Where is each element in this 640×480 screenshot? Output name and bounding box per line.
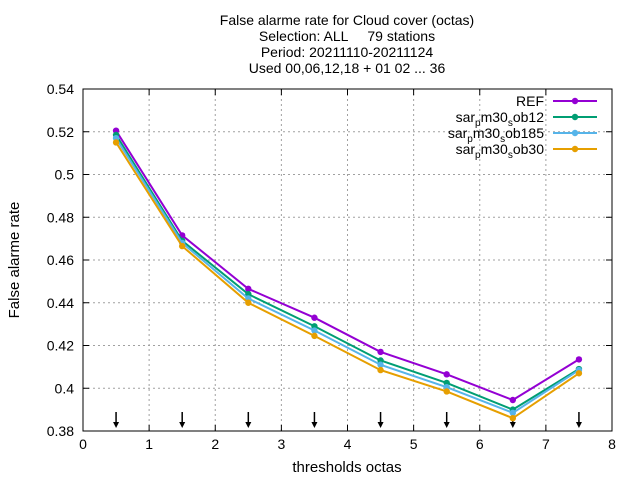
x-tick-label: 4 (344, 436, 352, 452)
data-point (245, 285, 252, 293)
data-point (509, 409, 517, 417)
x-tick-label: 6 (476, 436, 484, 452)
data-point (575, 356, 583, 363)
x-tick-label: 7 (542, 436, 550, 452)
threshold-arrow (179, 412, 186, 428)
y-tick-label: 0.5 (55, 167, 75, 183)
y-tick-label: 0.38 (47, 423, 74, 439)
legend-label: sarpm30sob30 (456, 141, 545, 161)
series-line (115, 130, 580, 402)
y-tick-label: 0.52 (47, 124, 74, 140)
threshold-arrow (245, 412, 252, 428)
series (112, 127, 583, 422)
y-axis-label: False alarme rate (6, 202, 23, 319)
data-point (509, 396, 517, 404)
data-point (443, 388, 450, 395)
data-point (245, 299, 252, 306)
legend-swatch-marker (571, 145, 579, 153)
threshold-arrow (575, 412, 582, 428)
title-line-4: Used 00,06,12,18 + 01 02 ... 36 (249, 60, 446, 76)
threshold-arrow (311, 412, 318, 428)
y-tick-label: 0.42 (47, 338, 74, 354)
x-tick-label: 5 (410, 436, 418, 452)
y-tick-label: 0.46 (47, 252, 74, 268)
x-tick-label: 1 (145, 436, 153, 452)
threshold-arrow (443, 412, 450, 428)
series-line (115, 141, 580, 420)
legend-entry: REF (516, 93, 597, 109)
legend-entry: sarpm30sob12 (456, 109, 597, 129)
legend-swatch-marker (571, 129, 579, 137)
x-tick-label: 8 (608, 436, 616, 452)
grid (83, 89, 612, 431)
data-point (509, 414, 517, 422)
data-point (311, 327, 318, 334)
data-point (311, 314, 318, 321)
data-point (575, 370, 583, 377)
legend-label: sarpm30sob185 (448, 125, 544, 145)
data-point (112, 139, 120, 146)
data-point (377, 366, 384, 374)
threshold-arrow (377, 412, 384, 428)
data-point (443, 371, 450, 378)
threshold-arrows (113, 412, 582, 428)
data-point (311, 332, 318, 340)
series-line (115, 134, 580, 411)
x-axis-label: thresholds octas (292, 459, 401, 476)
legend-entry: sarpm30sob30 (456, 141, 597, 161)
data-point (377, 361, 384, 368)
legend-swatch-marker (571, 113, 579, 121)
legend-swatch-marker (571, 97, 579, 105)
x-tick-label: 2 (211, 436, 219, 452)
series-sar_pm30_sob30 (112, 139, 583, 422)
data-point (178, 242, 186, 250)
data-point (377, 348, 384, 356)
legend-label: sarpm30sob12 (456, 109, 545, 129)
y-tick-label: 0.48 (47, 209, 74, 225)
x-tick-label: 0 (79, 436, 87, 452)
chart-title: False alarme rate for Cloud cover (octas… (220, 12, 474, 76)
title-line-1: False alarme rate for Cloud cover (octas… (220, 12, 474, 28)
y-tick-label: 0.4 (55, 380, 75, 396)
legend-label: REF (516, 93, 544, 109)
y-tick-label: 0.54 (47, 81, 74, 97)
series-REF (112, 127, 583, 404)
legend-entry: sarpm30sob185 (448, 125, 597, 145)
series-line (115, 137, 580, 414)
threshold-arrow (113, 412, 120, 428)
y-tick-label: 0.44 (47, 295, 74, 311)
title-line-3: Period: 20211110-20211124 (261, 44, 434, 60)
axis-ticks: 0 1 2 3 4 5 6 7 8 0.38 0.4 0.42 0.44 0.46 0.48 0.5 0.52 0… (47, 81, 616, 452)
title-line-2: Selection: ALL 79 stations (259, 28, 435, 44)
x-tick-label: 3 (277, 436, 285, 452)
